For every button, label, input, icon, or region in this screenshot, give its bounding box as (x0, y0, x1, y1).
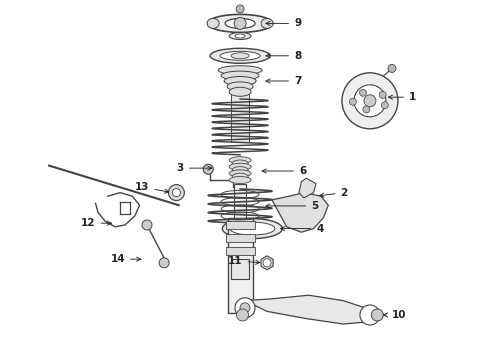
Bar (231, 259, 249, 279)
Circle shape (388, 64, 396, 72)
Circle shape (354, 85, 386, 117)
Circle shape (235, 298, 255, 318)
Circle shape (360, 305, 380, 325)
Bar (226, 221, 255, 229)
Ellipse shape (210, 48, 270, 63)
Bar (226, 247, 255, 255)
Bar (228, 218, 253, 313)
Ellipse shape (261, 18, 273, 28)
Text: 13: 13 (135, 182, 169, 193)
Ellipse shape (208, 14, 272, 32)
Ellipse shape (224, 77, 256, 86)
Text: 10: 10 (384, 310, 407, 320)
Text: 12: 12 (81, 218, 111, 228)
Circle shape (203, 164, 213, 174)
Ellipse shape (232, 160, 248, 167)
Ellipse shape (225, 18, 255, 28)
Circle shape (172, 189, 180, 197)
Ellipse shape (218, 66, 262, 75)
Ellipse shape (229, 163, 251, 170)
Ellipse shape (227, 82, 253, 91)
Ellipse shape (220, 51, 260, 60)
Circle shape (263, 259, 271, 267)
Circle shape (240, 303, 250, 313)
Circle shape (236, 5, 244, 13)
Circle shape (381, 102, 388, 109)
Polygon shape (299, 178, 316, 198)
Ellipse shape (221, 71, 259, 80)
Ellipse shape (229, 170, 251, 177)
Text: 5: 5 (266, 201, 318, 211)
Circle shape (142, 220, 152, 230)
Circle shape (349, 98, 356, 105)
Circle shape (342, 73, 398, 129)
Text: 9: 9 (266, 18, 301, 28)
Ellipse shape (229, 32, 251, 40)
Ellipse shape (232, 167, 248, 174)
Ellipse shape (229, 157, 251, 164)
Ellipse shape (230, 222, 275, 235)
Ellipse shape (235, 34, 245, 38)
Circle shape (237, 309, 248, 321)
Ellipse shape (231, 53, 249, 59)
Circle shape (371, 309, 383, 321)
Polygon shape (272, 193, 328, 232)
Text: 14: 14 (110, 254, 141, 264)
Text: 3: 3 (176, 163, 212, 173)
Circle shape (364, 95, 376, 107)
Bar (226, 234, 255, 242)
Ellipse shape (229, 176, 251, 184)
Circle shape (234, 17, 246, 30)
Circle shape (169, 185, 184, 201)
Bar (231, 67, 249, 141)
Ellipse shape (207, 18, 219, 28)
Ellipse shape (232, 173, 248, 180)
Text: 4: 4 (281, 224, 323, 234)
Text: 2: 2 (320, 188, 348, 198)
Circle shape (363, 106, 370, 113)
Circle shape (159, 258, 169, 268)
Text: 1: 1 (389, 92, 416, 102)
Text: 11: 11 (228, 256, 260, 266)
Bar (234, 184, 246, 244)
Ellipse shape (229, 87, 251, 96)
Circle shape (379, 91, 386, 98)
Text: 8: 8 (266, 51, 301, 61)
Polygon shape (261, 256, 273, 270)
Text: 6: 6 (262, 166, 306, 176)
Ellipse shape (222, 219, 282, 239)
Circle shape (360, 89, 367, 96)
Text: 7: 7 (266, 76, 301, 86)
Polygon shape (245, 295, 375, 324)
